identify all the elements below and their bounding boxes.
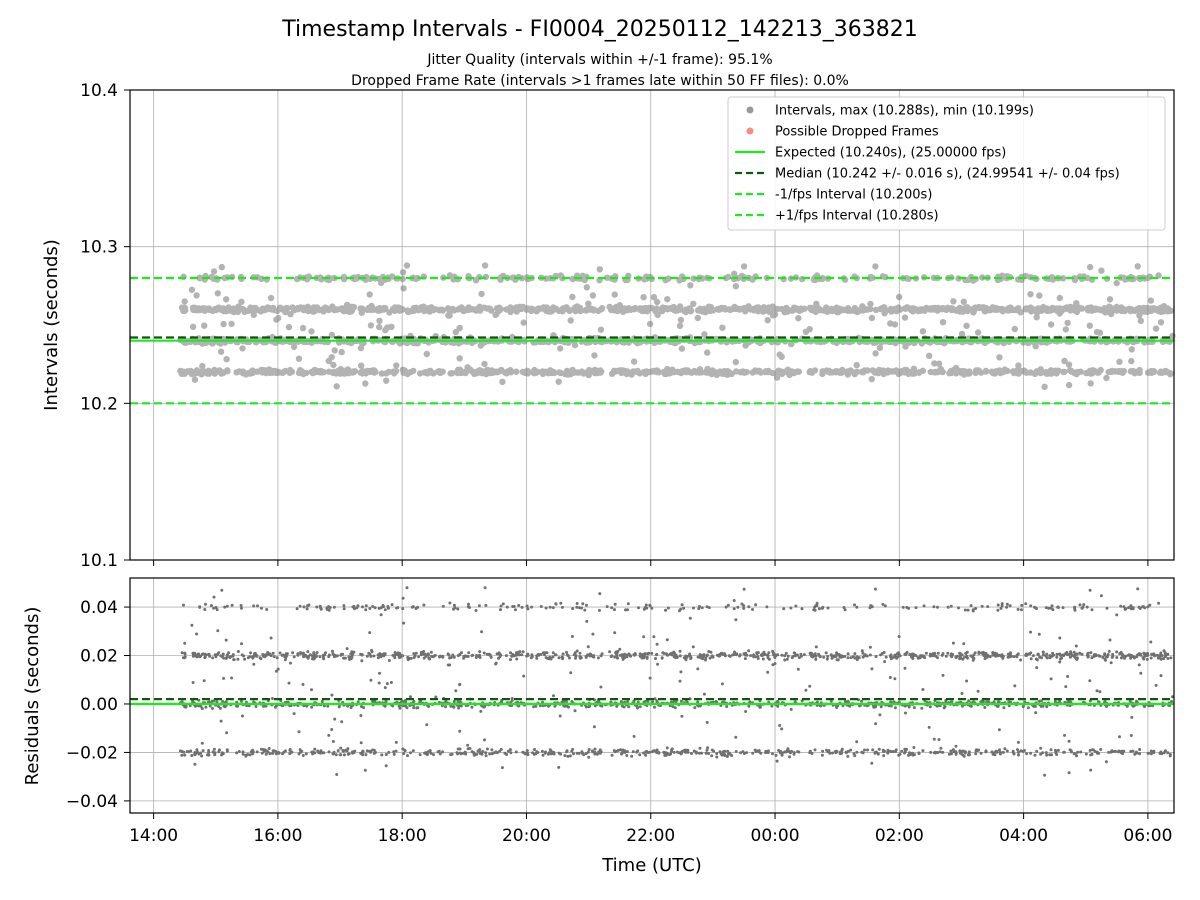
- residuals-panel: −0.04 −0.02 0.00 0.02 0.04 14:00 16:00 18:00 20…: [22, 577, 1175, 876]
- legend-marker: [746, 127, 754, 135]
- legend-label: Expected (10.240s), (25.00000 fps): [775, 146, 1006, 161]
- intervals-panel: 10.1 10.2 10.3 10.4 Intervals (seconds) Int…: [41, 81, 1176, 571]
- x-tick-label: 18:00: [378, 826, 427, 846]
- interval-scatter-points: [177, 262, 1176, 391]
- x-tick-label: 02:00: [875, 826, 924, 846]
- legend-label: Possible Dropped Frames: [775, 125, 939, 140]
- x-tick-label: 20:00: [502, 826, 551, 846]
- residuals-y-axis-label: Residuals (seconds): [22, 607, 43, 786]
- legend-label: -1/fps Interval (10.200s): [775, 188, 932, 203]
- residuals-x-ticks: 14:00 16:00 18:00 20:00 22:00 00:00 02:00 04:00…: [129, 813, 1172, 846]
- residual-scatter-points: [178, 586, 1174, 777]
- intervals-x-ticks: [153, 560, 1149, 566]
- x-tick-label: 00:00: [751, 826, 800, 846]
- x-tick-label: 04:00: [999, 826, 1048, 846]
- intervals-y-axis-label: Intervals (seconds): [41, 239, 62, 411]
- legend-label: Median (10.242 +/- 0.016 s), (24.99541 +…: [775, 167, 1120, 182]
- legend-marker: [746, 106, 754, 114]
- residuals-y-tick-label: −0.04: [66, 792, 118, 812]
- legend-box: [727, 96, 1166, 231]
- legend-label: Intervals, max (10.288s), min (10.199s): [775, 104, 1034, 119]
- intervals-y-tick-label: 10.1: [80, 551, 118, 571]
- x-tick-label: 22:00: [626, 826, 675, 846]
- residuals-grid: [130, 578, 1174, 813]
- interval-points: [177, 262, 1176, 391]
- jitter-quality-subtitle: Jitter Quality (intervals within +/-1 fr…: [426, 52, 772, 68]
- x-tick-label: 06:00: [1123, 826, 1172, 846]
- x-axis-label: Time (UTC): [601, 855, 702, 876]
- intervals-y-ticks: 10.1 10.2 10.3 10.4: [80, 81, 130, 571]
- x-tick-label: 14:00: [129, 826, 178, 846]
- residuals-y-tick-label: 0.04: [80, 598, 118, 618]
- x-tick-label: 16:00: [253, 826, 302, 846]
- residuals-y-tick-label: −0.02: [66, 743, 118, 763]
- intervals-y-tick-label: 10.2: [80, 394, 118, 414]
- residuals-axes-frame: [129, 577, 1175, 814]
- residuals-y-tick-label: 0.00: [80, 695, 118, 715]
- legend-label: +1/fps Interval (10.280s): [775, 209, 939, 224]
- dropped-frame-subtitle: Dropped Frame Rate (intervals >1 frames …: [351, 73, 849, 89]
- interval-reference-lines: [130, 276, 1174, 405]
- residual-reference-lines: [130, 698, 1174, 706]
- residuals-y-ticks: −0.04 −0.02 0.00 0.02 0.04: [66, 598, 130, 812]
- residuals-y-tick-label: 0.02: [80, 647, 118, 667]
- intervals-y-tick-label: 10.4: [80, 81, 118, 101]
- figure-title: Timestamp Intervals - FI0004_20250112_14…: [281, 17, 918, 42]
- residual-points: [178, 586, 1174, 777]
- intervals-axes-frame: [129, 89, 1175, 561]
- intervals-y-tick-label: 10.3: [80, 238, 118, 258]
- legend: Intervals, max (10.288s), min (10.199s) P…: [727, 96, 1166, 231]
